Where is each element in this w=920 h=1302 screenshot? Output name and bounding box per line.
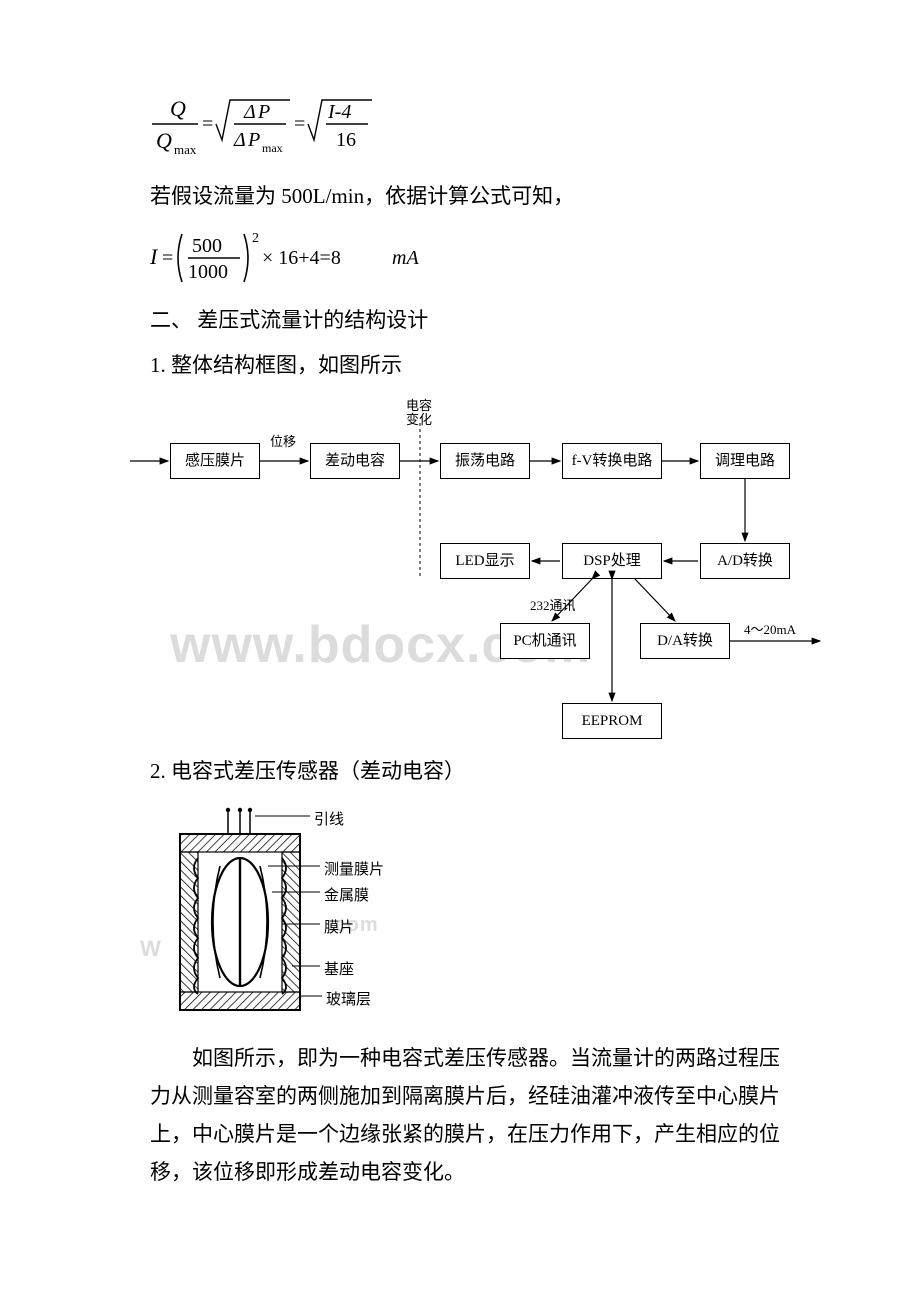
block-diagram: www.bdocx.com 感压膜片 差动电容 振荡电路 f-V转换电路 调理电… (130, 393, 830, 743)
block-b6: LED显示 (440, 543, 530, 579)
sensor-label-2: 测量膜片 (324, 858, 384, 879)
svg-text:=: = (202, 113, 213, 135)
svg-text:Δ: Δ (233, 129, 246, 151)
block-b2: 差动电容 (310, 443, 400, 479)
block-b1: 感压膜片 (170, 443, 260, 479)
svg-text:P: P (247, 129, 260, 151)
block-b4: f-V转换电路 (562, 443, 662, 479)
svg-text:1000: 1000 (188, 261, 228, 283)
svg-text:max: max (174, 142, 197, 157)
svg-text:I-4: I-4 (327, 101, 351, 123)
edge-label-3: 232通讯 (530, 599, 576, 613)
block-b11: EEPROM (562, 703, 662, 739)
svg-text:P: P (257, 101, 270, 123)
block-b5: 调理电路 (700, 443, 790, 479)
sensor-label-6: 玻璃层 (326, 988, 371, 1009)
block-b9: PC机通讯 (500, 623, 590, 659)
svg-text:=: = (294, 113, 305, 135)
svg-text:16: 16 (336, 129, 356, 151)
sensor-figure: W .com (150, 806, 430, 1026)
formula-2: I = 500 1000 2 × 16+4=8 mA (150, 228, 790, 286)
sensor-label-3: 金属膜 (324, 884, 369, 905)
svg-text:=: = (162, 247, 173, 269)
sensor-label-5: 基座 (324, 958, 354, 979)
svg-text:Δ: Δ (243, 101, 256, 123)
svg-text:Q: Q (156, 128, 172, 153)
section-2-item1: 1. 整体结构框图，如图所示 (150, 349, 790, 383)
bottom-paragraph: 如图所示，即为一种电容式差压传感器。当流量计的两路过程压力从测量容室的两侧施加到… (150, 1040, 790, 1191)
edge-label-1: 位移 (270, 435, 296, 449)
block-b10: D/A转换 (640, 623, 730, 659)
section-2-title: 二、 差压式流量计的结构设计 (150, 304, 790, 338)
edge-label-2: 电容 变化 (406, 399, 432, 428)
block-b8: A/D转换 (700, 543, 790, 579)
text-after-formula1: 若假设流量为 500L/min，依据计算公式可知， (150, 180, 790, 214)
svg-text:500: 500 (192, 235, 222, 257)
sensor-label-1: 引线 (314, 808, 344, 829)
sensor-svg (150, 806, 430, 1026)
block-b7: DSP处理 (562, 543, 662, 579)
formula-1: Q Q max = Δ P Δ P max = I-4 16 (150, 90, 790, 162)
svg-text:2: 2 (252, 231, 259, 246)
block-b3: 振荡电路 (440, 443, 530, 479)
svg-text:mA: mA (392, 247, 419, 269)
sensor-label-4: 膜片 (324, 916, 354, 937)
svg-text:max: max (262, 141, 283, 155)
svg-text:× 16+4=8: × 16+4=8 (262, 247, 341, 269)
svg-text:Q: Q (170, 96, 186, 121)
section-2-item2: 2. 电容式差压传感器（差动电容） (150, 755, 790, 789)
edge-label-4: 4～20mA (744, 623, 796, 637)
svg-text:I: I (150, 244, 159, 269)
